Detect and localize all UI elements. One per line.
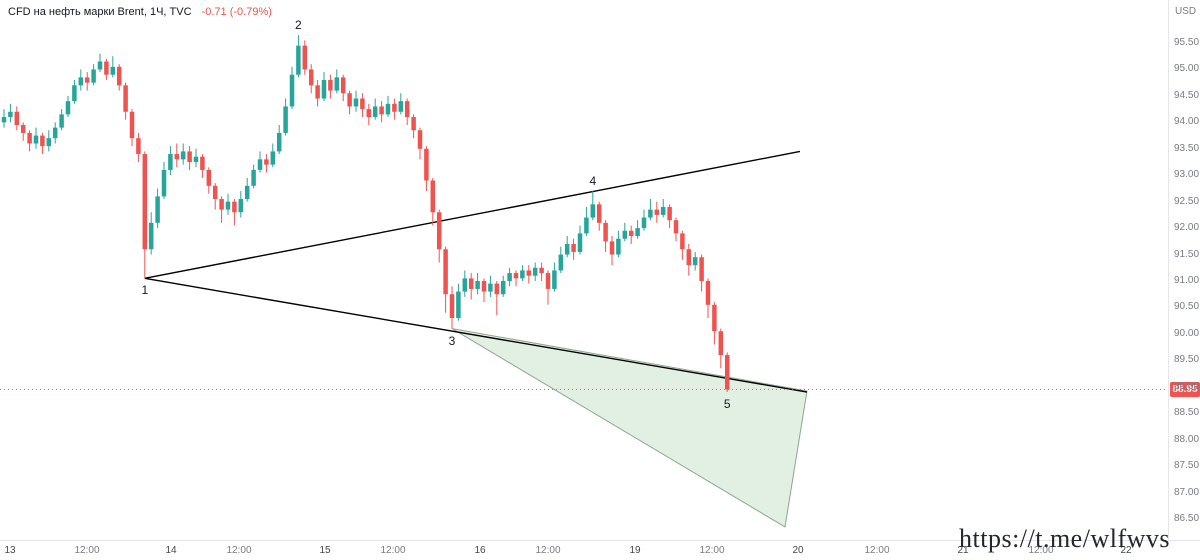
price-axis-label: 86.50 (1174, 513, 1200, 524)
time-axis-label: 12:00 (74, 545, 100, 556)
price-axis-label: 87.50 (1174, 460, 1200, 472)
time-axis-label: 12:00 (535, 545, 561, 556)
watermark-link: https://t.me/wlfwvs (959, 524, 1170, 553)
price-axis-label: 95.50 (1174, 37, 1200, 48)
lower-trendline[interactable] (144, 277, 808, 393)
wave-label-1[interactable]: 1 (141, 283, 149, 298)
time-axis-label: 13 (4, 545, 16, 556)
price-axis-label: 89.00 (1174, 380, 1200, 392)
price-axis-label: 87.00 (1174, 486, 1200, 498)
time-axis[interactable]: 13 12:00 14 12:00 15 12:00 16 12:00 19 12:00 20 12:… (0, 540, 1200, 560)
price-axis-label: 90.50 (1174, 301, 1200, 313)
price-axis-label: 88.00 (1174, 433, 1200, 445)
price-axis[interactable]: USD 88.95 95.50 95.00 94.50 94.00 93.50 93.00… (1168, 0, 1200, 540)
wave-label-2[interactable]: 2 (295, 18, 302, 33)
time-axis-label: 20 (792, 545, 804, 556)
price-change: -0.71 (-0.79%) (201, 6, 272, 18)
price-axis-label: 91.00 (1174, 275, 1200, 286)
last-price-label: 88.95 (1170, 381, 1200, 397)
price-axis-label: 92.50 (1174, 195, 1200, 207)
wave-label-3[interactable]: 3 (448, 333, 456, 348)
price-axis-label: 94.00 (1174, 116, 1200, 128)
pattern-triangle[interactable] (451, 328, 808, 528)
wave-label-5[interactable]: 5 (723, 397, 731, 412)
time-axis-label: 19 (629, 545, 641, 556)
upper-trendline[interactable] (144, 150, 801, 280)
time-axis-label: 21 (957, 545, 969, 556)
price-axis-label: 93.50 (1174, 142, 1200, 154)
price-axis-label: 91.50 (1174, 248, 1200, 260)
price-axis-label: 95.00 (1174, 63, 1200, 75)
time-axis-label: 12:00 (380, 545, 406, 556)
price-axis-label: 94.50 (1174, 89, 1200, 101)
price-axis-label: 93.00 (1174, 169, 1200, 181)
symbol-legend: CFD на нефть марки Brent, 1Ч, TVC -0.71 … (8, 6, 272, 18)
time-axis-label: 12:00 (1028, 545, 1054, 556)
time-axis-label: 14 (165, 545, 177, 556)
price-axis-label: 88.50 (1174, 407, 1200, 419)
price-axis-label: 90.00 (1174, 327, 1200, 339)
candles-layer (1, 35, 730, 393)
price-axis-label: 92.00 (1174, 222, 1200, 234)
time-axis-label: 22 (1120, 545, 1132, 556)
time-axis-label: 12:00 (226, 545, 252, 556)
time-axis-label: 12:00 (864, 545, 890, 556)
time-axis-label: 16 (474, 545, 486, 556)
price-axis-label: 89.50 (1174, 354, 1200, 366)
currency-label: USD (1175, 6, 1197, 17)
time-axis-label: 12:00 (699, 545, 725, 556)
wave-label-4[interactable]: 4 (589, 174, 597, 189)
symbol-title[interactable]: CFD на нефть марки Brent, 1Ч, TVC (8, 6, 192, 18)
time-axis-label: 15 (319, 545, 331, 556)
